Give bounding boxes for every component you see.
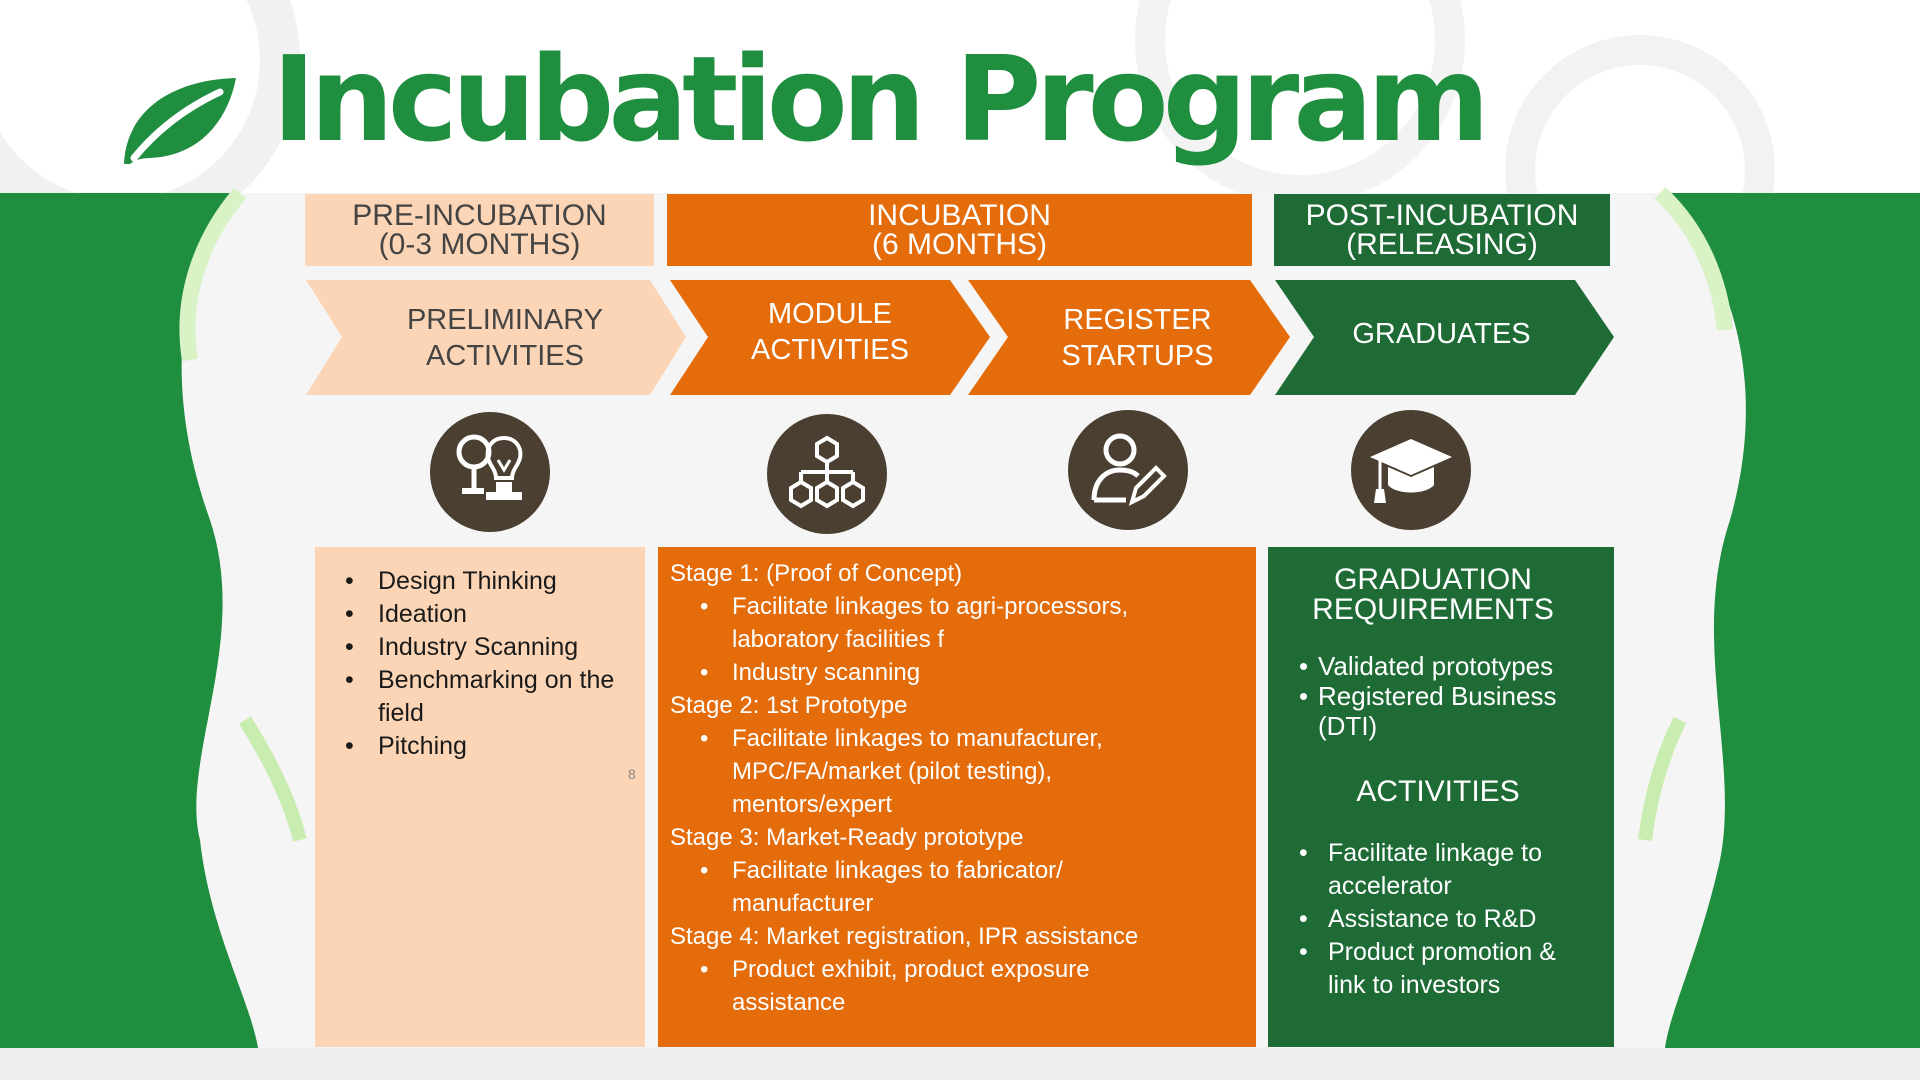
header-pre-line2: (0-3 MONTHS) — [378, 228, 581, 261]
stage-title: Stage 3: Market-Ready prototype — [670, 824, 1024, 851]
list-item: Pitching — [345, 730, 635, 763]
page-number: 8 — [628, 766, 636, 782]
requirements-title-line2: REQUIREMENTS — [1312, 593, 1554, 626]
step-module: MODULE ACTIVITIES — [710, 292, 950, 372]
list-item: Facilitate linkage to accelerator — [1268, 837, 1588, 903]
ideation-icon — [430, 412, 550, 532]
list-item: Registered Business (DTI) — [1298, 681, 1598, 741]
list-item: Industry scanning — [670, 656, 1170, 689]
step-preliminary-line2: ACTIVITIES — [426, 340, 584, 372]
step-graduates-line1: GRADUATES — [1352, 318, 1531, 350]
list-item: Assistance to R&D — [1268, 903, 1588, 936]
chevron-preliminary — [306, 280, 686, 395]
chevron-register — [968, 280, 1290, 395]
requirements-title-line1: GRADUATION — [1334, 563, 1532, 596]
chevron-module — [670, 280, 990, 395]
right-light-curve — [1654, 187, 1733, 331]
incubation-stages: Stage 1: (Proof of Concept) Facilitate l… — [670, 557, 1170, 1019]
leaf-logo-icon — [124, 78, 236, 164]
list-item: Product exhibit, product exposure assist… — [670, 953, 1170, 1019]
step-register-line2: STARTUPS — [1061, 340, 1214, 372]
activities-list: Facilitate linkage to accelerator Assist… — [1268, 837, 1588, 1002]
step-module-line1: MODULE — [767, 298, 893, 330]
list-item: Facilitate linkages to manufacturer, MPC… — [670, 722, 1170, 821]
stage-items: Facilitate linkages to manufacturer, MPC… — [670, 722, 1170, 821]
post-incubation-content: GRADUATION REQUIREMENTS Validated protot… — [1268, 565, 1598, 1002]
stage-title: Stage 2: 1st Prototype — [670, 692, 908, 719]
user-edit-icon — [1068, 410, 1188, 530]
header-pre-incubation: PRE-INCUBATION (0-3 MONTHS) — [305, 194, 654, 266]
list-item: Industry Scanning — [345, 631, 635, 664]
requirements-list: Validated prototypes Registered Business… — [1298, 651, 1598, 741]
stage-title: Stage 4: Market registration, IPR assist… — [670, 923, 1139, 950]
step-preliminary: PRELIMINARY ACTIVITIES — [360, 298, 650, 378]
activities-title: ACTIVITIES — [1356, 775, 1520, 808]
list-item: Ideation — [345, 598, 635, 631]
list-item: Design Thinking — [345, 565, 635, 598]
step-register: REGISTER STARTUPS — [1010, 298, 1265, 378]
page-title: Incubation Program — [272, 30, 1490, 168]
graduation-cap-icon — [1351, 410, 1471, 530]
header-incubation: INCUBATION (6 MONTHS) — [667, 194, 1252, 266]
right-green-band — [1660, 193, 1920, 1048]
list-item: Validated prototypes — [1298, 651, 1598, 681]
header-post-line2: (RELEASING) — [1346, 228, 1538, 261]
left-light-curve — [179, 187, 247, 362]
list-item: Facilitate linkages to fabricator/ manuf… — [670, 854, 1170, 920]
preliminary-activities-list: Design Thinking Ideation Industry Scanni… — [345, 565, 635, 763]
requirements-title: GRADUATION REQUIREMENTS — [1268, 565, 1598, 625]
list-item: Benchmarking on the field — [345, 664, 635, 730]
header-inc-line2: (6 MONTHS) — [872, 228, 1047, 261]
stage-items: Product exhibit, product exposure assist… — [670, 953, 1170, 1019]
list-item: Product promotion & link to investors — [1268, 936, 1588, 1002]
stage-items: Facilitate linkages to agri-processors, … — [670, 590, 1170, 689]
step-register-line1: REGISTER — [1063, 304, 1212, 336]
left-green-band — [0, 193, 258, 1048]
header-post-line1: POST-INCUBATION — [1305, 199, 1579, 232]
chevron-graduates — [1275, 280, 1614, 395]
header-pre-line1: PRE-INCUBATION — [352, 199, 607, 232]
stage-items: Facilitate linkages to fabricator/ manuf… — [670, 854, 1170, 920]
stage-title: Stage 1: (Proof of Concept) — [670, 560, 963, 587]
header-post-incubation: POST-INCUBATION (RELEASING) — [1274, 194, 1610, 266]
step-preliminary-line1: PRELIMINARY — [406, 304, 604, 336]
header-inc-line1: INCUBATION — [868, 199, 1051, 232]
step-graduates: GRADUATES — [1320, 298, 1563, 370]
step-module-line2: ACTIVITIES — [751, 334, 909, 366]
modules-hierarchy-icon — [767, 414, 887, 534]
list-item: Facilitate linkages to agri-processors, … — [670, 590, 1170, 656]
